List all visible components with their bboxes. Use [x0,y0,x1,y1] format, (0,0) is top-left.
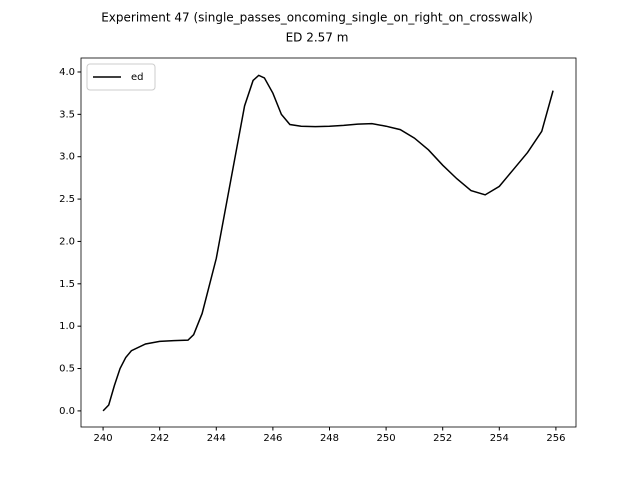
y-tick-label: 2.0 [59,236,75,247]
line [102,74,554,412]
x-tick-label: 254 [490,433,509,444]
y-tick-label: 0.5 [59,364,75,375]
y-tick-label: 3.0 [59,152,75,163]
y-tick-label: 2.5 [59,194,75,205]
x-tick-label: 240 [94,433,113,444]
x-tick-label: 248 [320,433,339,444]
y-tick-label: 3.5 [59,109,75,120]
y-tick-label: 4.0 [59,67,75,78]
x-tick-label: 252 [433,433,452,444]
y-tick-label: 0.0 [59,406,75,417]
legend-label: ed [131,72,144,83]
y-tick-label: 1.0 [59,321,75,332]
axes-frame [80,57,577,428]
x-tick-label: 250 [377,433,396,444]
chart-title: Experiment 47 (single_passes_oncoming_si… [101,11,533,25]
x-tick-label: 256 [546,433,565,444]
x-tick-label: 242 [150,433,169,444]
chart-subtitle: ED 2.57 m [286,31,349,45]
y-tick-label: 1.5 [59,279,75,290]
x-tick-label: 246 [263,433,282,444]
x-tick-label: 244 [207,433,226,444]
